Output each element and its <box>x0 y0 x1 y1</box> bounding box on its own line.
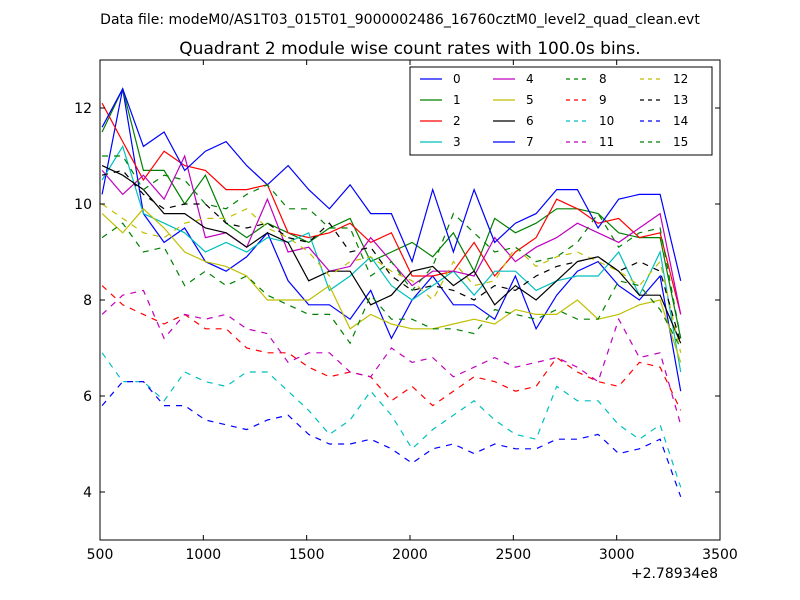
legend-label-9: 9 <box>599 93 607 107</box>
data-file-suptitle: Data file: modeM0/AS1T03_015T01_90000024… <box>100 12 700 28</box>
x-tick-label: 1500 <box>289 547 325 563</box>
x-tick-label: 1000 <box>186 547 222 563</box>
legend-label-13: 13 <box>673 93 688 107</box>
series-line-6 <box>101 165 682 344</box>
series-layer <box>101 87 682 498</box>
series-line-9 <box>101 285 682 411</box>
series-line-1 <box>101 87 682 339</box>
legend-label-15: 15 <box>673 135 688 149</box>
legend-label-1: 1 <box>453 93 461 107</box>
series-line-0 <box>101 88 682 392</box>
y-tick-label: 4 <box>83 485 92 501</box>
series-line-7 <box>101 87 682 281</box>
y-tick-label: 10 <box>74 197 92 213</box>
x-tick-label: 2000 <box>392 547 428 563</box>
legend-label-6: 6 <box>526 114 534 128</box>
series-line-3 <box>101 144 682 373</box>
x-tick-label: 2500 <box>496 547 532 563</box>
legend-label-8: 8 <box>599 72 607 86</box>
legend-label-2: 2 <box>453 114 461 128</box>
chart-title: Quadrant 2 module wise count rates with … <box>179 39 640 59</box>
series-line-10 <box>101 352 682 488</box>
legend-label-4: 4 <box>526 72 534 86</box>
series-line-14 <box>101 381 682 498</box>
legend-label-10: 10 <box>599 114 614 128</box>
legend-label-11: 11 <box>599 135 614 149</box>
series-line-5 <box>101 207 682 363</box>
plot-frame <box>99 59 721 541</box>
legend-label-0: 0 <box>453 72 461 86</box>
series-line-12 <box>101 203 682 353</box>
legend-label-14: 14 <box>673 114 688 128</box>
legend-label-3: 3 <box>453 135 461 149</box>
series-line-15 <box>102 155 682 339</box>
series-line-8 <box>101 222 682 349</box>
x-tick-label: 3500 <box>702 547 738 563</box>
legend-label-5: 5 <box>526 93 534 107</box>
x-tick-label: 3000 <box>599 547 635 563</box>
series-line-13 <box>101 169 682 344</box>
legend-label-7: 7 <box>526 135 534 149</box>
legend-box <box>409 66 713 156</box>
x-tick-label: 500 <box>87 547 114 563</box>
series-line-11 <box>101 289 682 425</box>
x-offset-label: +2.78934e8 <box>631 566 718 582</box>
legend-label-12: 12 <box>673 72 688 86</box>
y-tick-label: 12 <box>74 101 92 117</box>
y-tick-label: 6 <box>83 389 92 405</box>
series-line-2 <box>101 102 682 315</box>
y-tick-label: 8 <box>83 293 92 309</box>
